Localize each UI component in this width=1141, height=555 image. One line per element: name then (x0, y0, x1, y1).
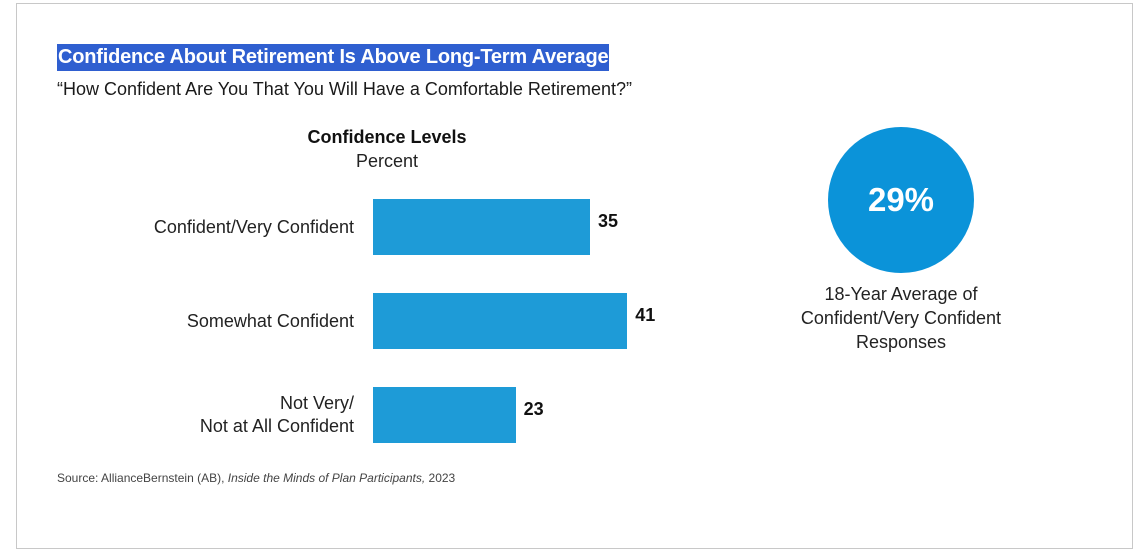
value-label-0: 35 (598, 211, 619, 231)
chart-title: Confidence Levels (307, 127, 467, 147)
average-stat-caption: 18-Year Average of Confident/Very Confid… (800, 284, 1002, 352)
source-note: Source: AllianceBernstein (AB), Inside t… (57, 471, 455, 485)
category-label-1: Somewhat Confident (186, 310, 354, 331)
chart-unit-label: Percent (355, 151, 419, 171)
source-publication: Inside the Minds of Plan Participants, (227, 471, 426, 485)
chart-frame (16, 3, 1133, 549)
average-stat-value: 29% (867, 181, 935, 218)
bar-1 (373, 293, 628, 349)
source-year: 2023 (425, 471, 456, 485)
category-label-0: Confident/Very Confident (153, 216, 354, 237)
page-title: Confidence About Retirement Is Above Lon… (57, 44, 610, 71)
value-label-2: 23 (523, 399, 544, 419)
average-stat-circle: 29% (828, 127, 974, 273)
source-prefix: Source: AllianceBernstein (AB), (57, 471, 228, 485)
bar-0 (373, 199, 590, 255)
category-label-2: Not Very/ Not at All Confident (199, 393, 354, 436)
page-subtitle: “How Confident Are You That You Will Hav… (57, 79, 632, 99)
bar-2 (373, 387, 516, 443)
value-label-1: 41 (635, 305, 656, 325)
